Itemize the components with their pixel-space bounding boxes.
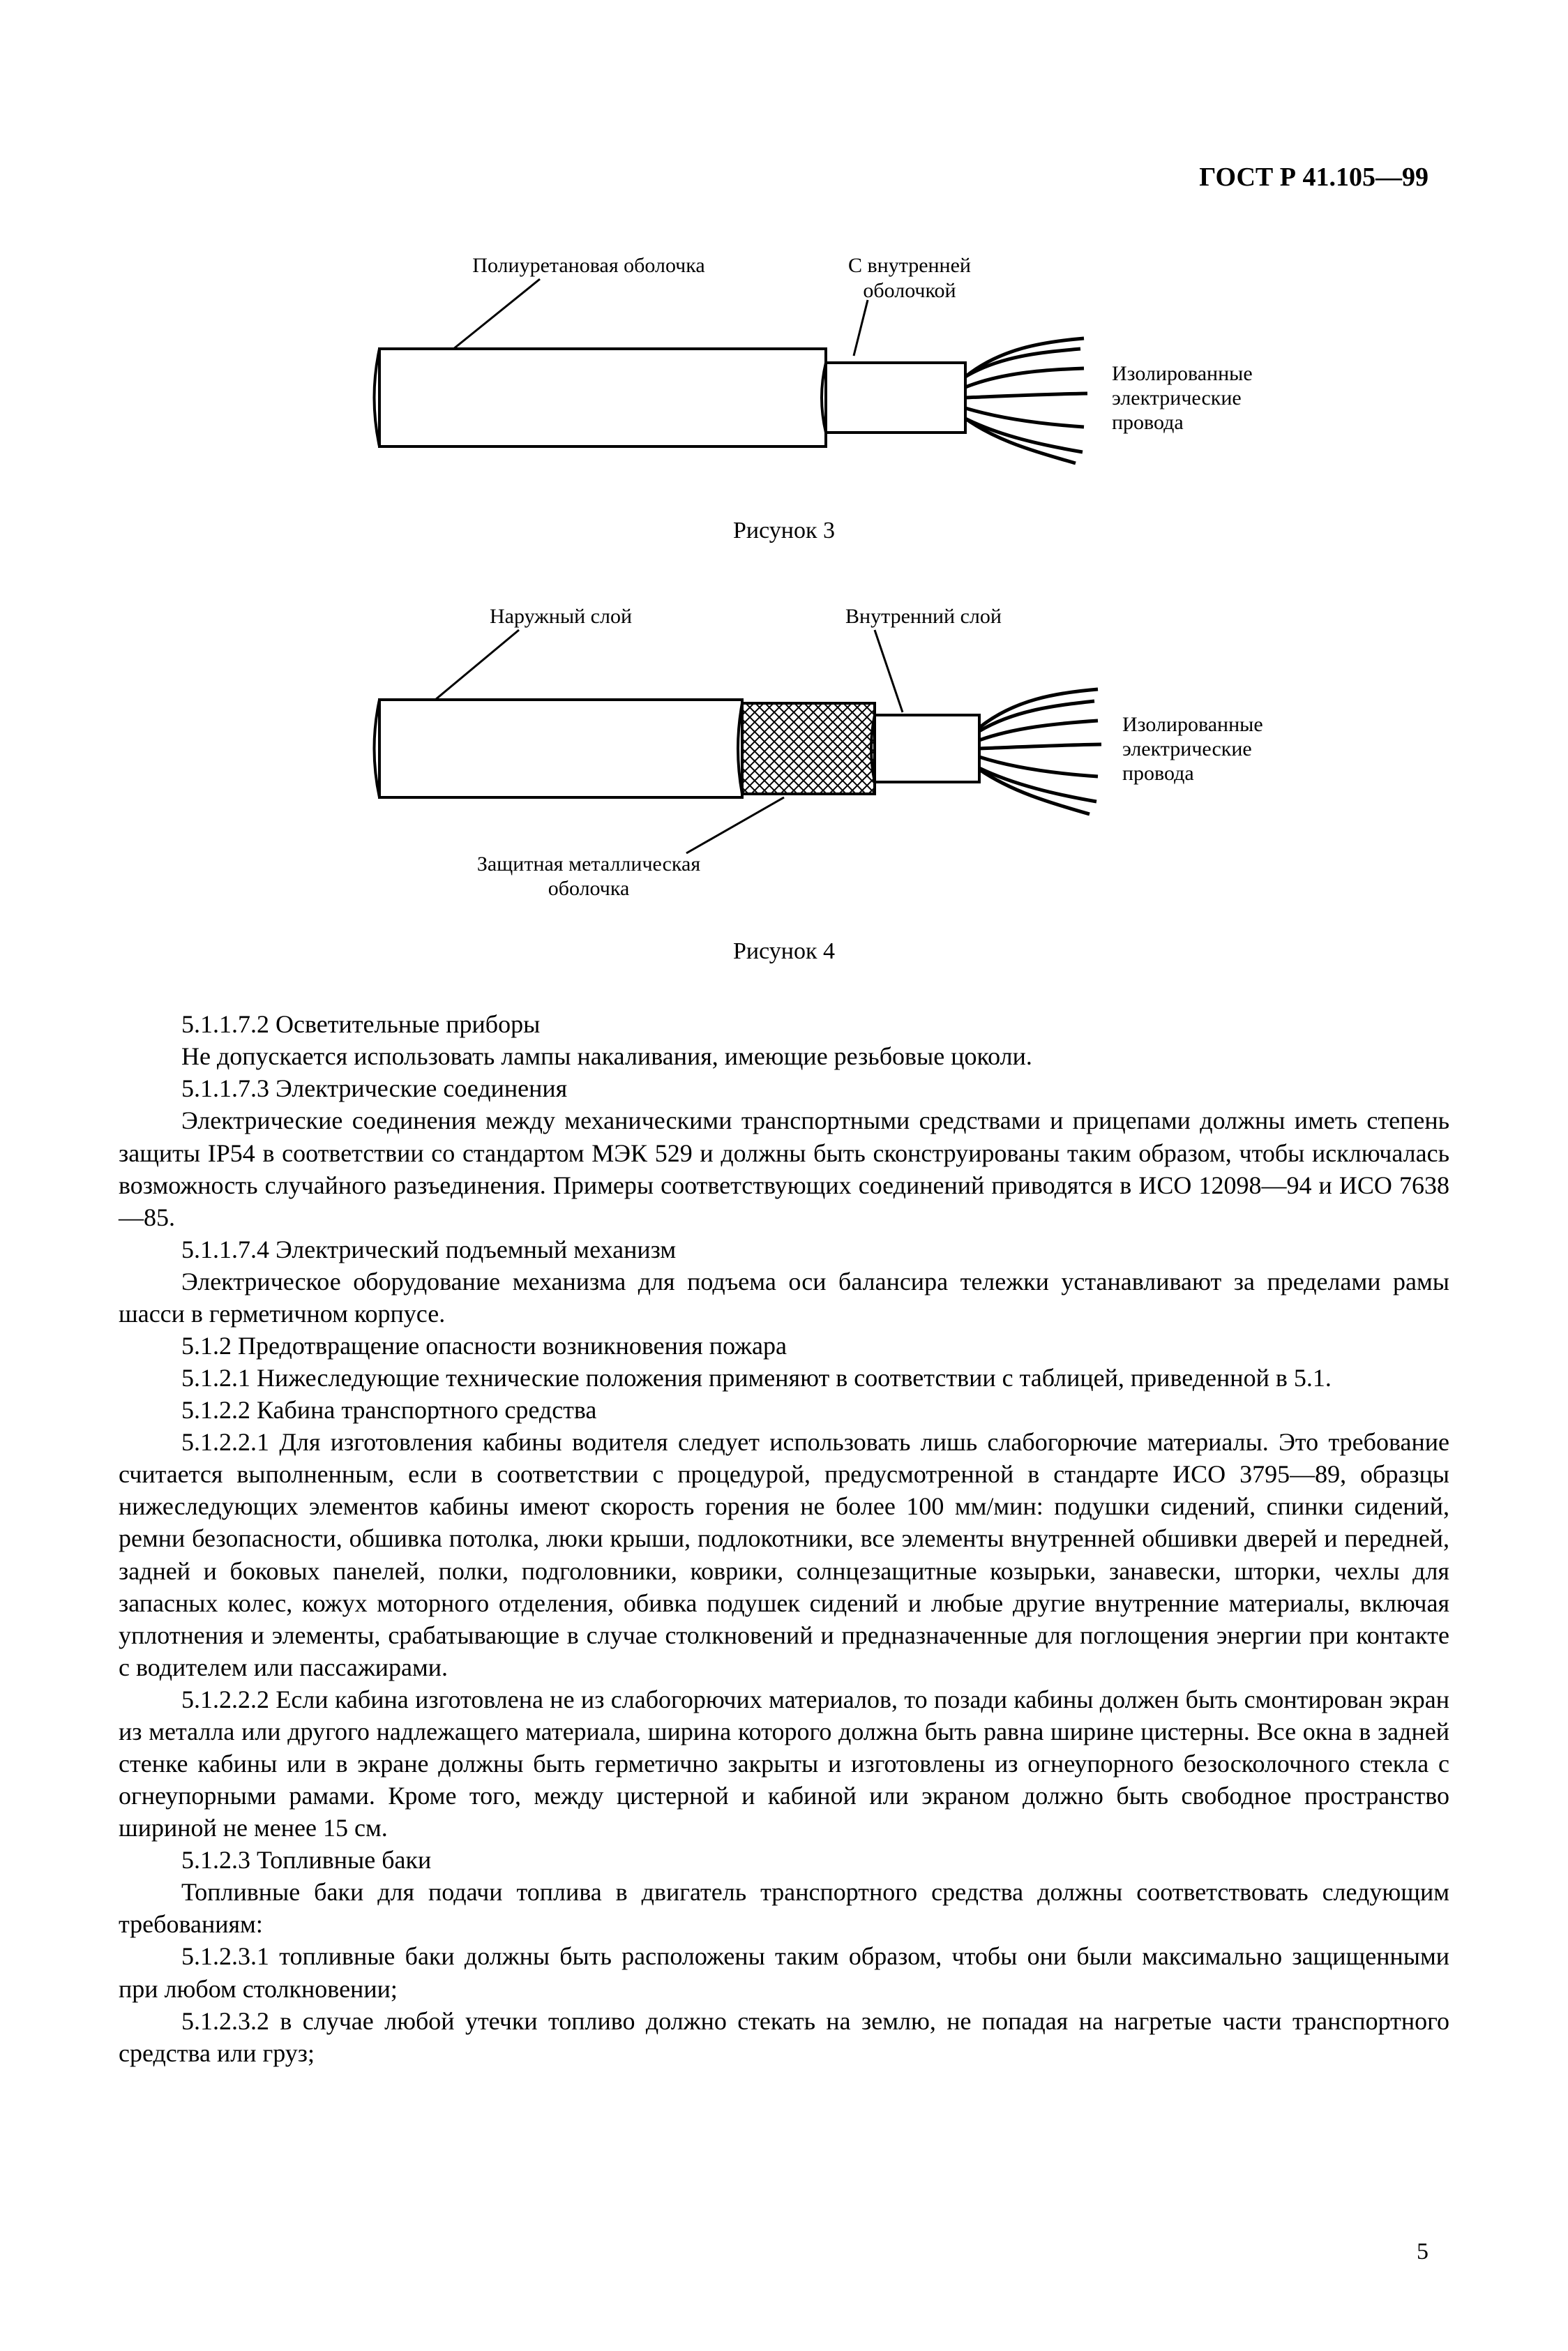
para-5-1-2-2-1: 5.1.2.2.1 Для изготовления кабины водите… <box>119 1426 1449 1683</box>
fig4-outer <box>379 700 742 797</box>
fig4-label-wires3: провода <box>1122 762 1194 785</box>
fig3-label-wires1: Изолированные <box>1112 362 1253 385</box>
figure-3-caption: Рисунок 3 <box>119 516 1449 546</box>
para-5-1-1-7-4: 5.1.1.7.4 Электрический подъемный механи… <box>119 1233 1449 1265</box>
fig3-wires <box>965 338 1087 463</box>
fig4-wires <box>979 689 1101 814</box>
para-lamps: Не допускается использовать лампы накали… <box>119 1040 1449 1072</box>
body-text: 5.1.1.7.2 Осветительные приборы Не допус… <box>119 1008 1449 2069</box>
fig3-label-wires2: электрические <box>1112 386 1242 410</box>
para-5-1-1-7-3: 5.1.1.7.3 Электрические соединения <box>119 1072 1449 1104</box>
standard-header: ГОСТ Р 41.105—99 <box>1199 160 1428 195</box>
para-5-1-2: 5.1.2 Предотвращение опасности возникнов… <box>119 1330 1449 1362</box>
page-number: 5 <box>1417 2237 1428 2267</box>
para-lift: Электрическое оборудование механизма для… <box>119 1265 1449 1330</box>
fig3-label-inner2: оболочкой <box>863 279 956 302</box>
figure-3: Полиуретановая оболочка С внутренней обо… <box>119 244 1449 546</box>
para-5-1-2-2: 5.1.2.2 Кабина транспортного средства <box>119 1394 1449 1426</box>
para-5-1-2-3-2: 5.1.2.3.2 в случае любой утечки топливо … <box>119 2005 1449 2069</box>
para-5-1-2-1: 5.1.2.1 Нижеследующие технические положе… <box>119 1362 1449 1394</box>
para-5-1-2-2-2: 5.1.2.2.2 Если кабина изготовлена не из … <box>119 1683 1449 1844</box>
para-5-1-2-3: 5.1.2.3 Топливные баки <box>119 1844 1449 1876</box>
fig4-label-wires1: Изолированные <box>1122 713 1263 736</box>
fig4-inner <box>875 715 979 782</box>
fig4-label-shield2: оболочка <box>548 877 630 900</box>
para-connections: Электрические соединения между механичес… <box>119 1104 1449 1233</box>
fig4-label-inner: Внутренний слой <box>845 605 1002 628</box>
fig4-label-shield1: Защитная металлическая <box>477 852 701 876</box>
fig4-shield <box>742 703 875 794</box>
fig4-label-outer: Наружный слой <box>490 605 632 628</box>
para-5-1-1-7-2: 5.1.1.7.2 Осветительные приборы <box>119 1008 1449 1040</box>
fig3-outer-sheath <box>379 349 826 446</box>
para-fuel-intro: Топливные баки для подачи топлива в двиг… <box>119 1876 1449 1940</box>
fig3-label-outer: Полиуретановая оболочка <box>472 254 704 277</box>
fig3-label-inner1: С внутренней <box>848 254 971 277</box>
figure-4-svg: Наружный слой Внутренний слой <box>296 595 1272 916</box>
figure-3-svg: Полиуретановая оболочка С внутренней обо… <box>296 244 1272 495</box>
para-5-1-2-3-1: 5.1.2.3.1 топливные баки должны быть рас… <box>119 1940 1449 2004</box>
figure-4-caption: Рисунок 4 <box>119 936 1449 967</box>
fig4-label-wires2: электрические <box>1122 737 1252 760</box>
fig3-inner-sheath <box>826 363 965 433</box>
fig3-label-wires3: провода <box>1112 411 1184 434</box>
figure-4: Наружный слой Внутренний слой <box>119 595 1449 967</box>
